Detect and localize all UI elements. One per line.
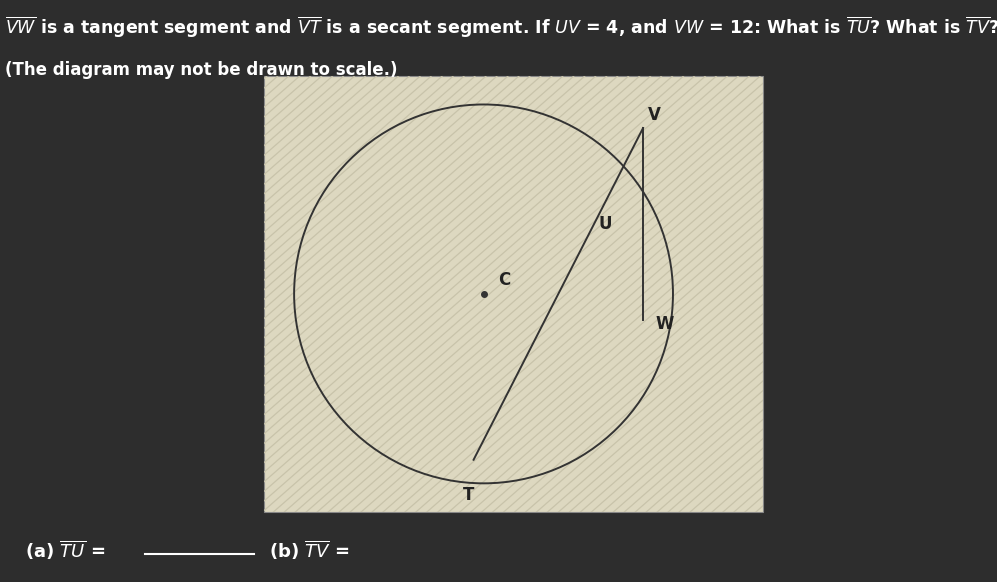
Text: V: V (648, 106, 661, 123)
Text: $\overline{VW}$ is a tangent segment and $\overline{VT}$ is a secant segment. If: $\overline{VW}$ is a tangent segment and… (5, 15, 997, 40)
Text: T: T (463, 486, 475, 504)
Text: (b) $\overline{TV}$ =: (b) $\overline{TV}$ = (269, 538, 350, 562)
Text: C: C (498, 271, 510, 289)
Text: U: U (598, 215, 612, 233)
Text: W: W (656, 315, 674, 333)
Text: (a) $\overline{TU}$ =: (a) $\overline{TU}$ = (25, 538, 106, 562)
Text: (The diagram may not be drawn to scale.): (The diagram may not be drawn to scale.) (5, 61, 398, 79)
FancyBboxPatch shape (264, 76, 763, 512)
